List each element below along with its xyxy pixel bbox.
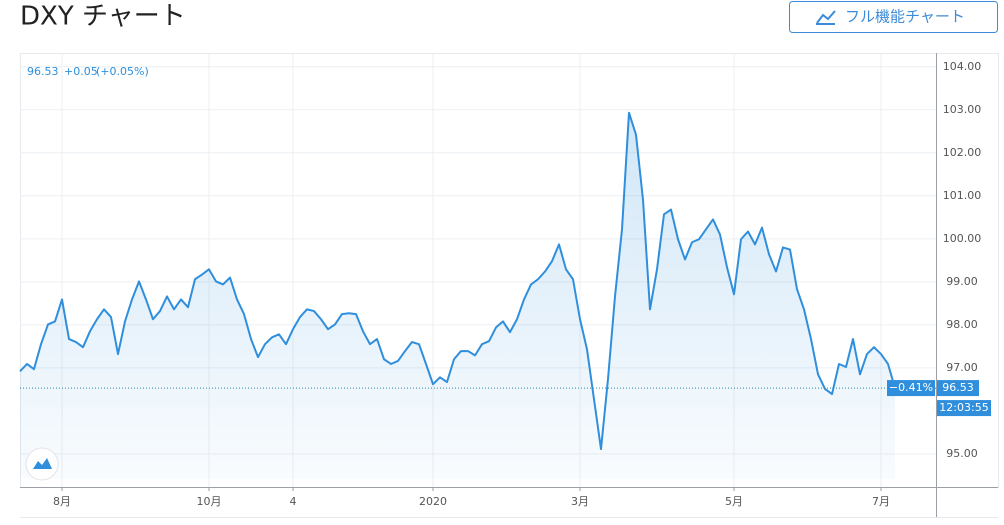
period-change: −0.41% xyxy=(889,381,933,394)
plot: 95.00 97.00 98.00 99.00 100.00 101.00 102.00 10… xyxy=(19,53,991,508)
price-line xyxy=(19,111,896,451)
price-badge xyxy=(937,380,979,397)
x-tick-label: 7月 xyxy=(872,495,890,508)
logo xyxy=(25,447,59,481)
time-badge-label: 12:03:55 xyxy=(939,401,988,414)
full-chart-button[interactable]: フル機能チャート xyxy=(789,1,998,33)
y-tick-label: 104.00 xyxy=(943,60,982,73)
y-tick-label: 98.00 xyxy=(946,318,978,331)
time-badge xyxy=(937,400,991,417)
y-tick-label: 97.00 xyxy=(946,361,978,374)
y-tick-label: 101.00 xyxy=(943,189,982,202)
area-fill xyxy=(20,112,895,480)
button-frame[interactable] xyxy=(789,1,998,33)
y-tick-label: 100.00 xyxy=(943,232,982,245)
y-tick-label: 102.00 xyxy=(943,146,982,159)
header-quote: 96.53 +0.05 (+0.05%) xyxy=(27,65,149,78)
header-price: 96.53 xyxy=(27,65,59,78)
price-badge-label: 96.53 xyxy=(942,381,974,394)
logo-mark xyxy=(33,458,52,469)
page-title: DXY チャート xyxy=(20,2,186,32)
logo-circle xyxy=(25,447,59,481)
x-tick-label: 10月 xyxy=(197,495,222,508)
x-tick-label: 5月 xyxy=(725,495,743,508)
x-tick-label: 4 xyxy=(290,495,297,508)
y-tick-label: 95.00 xyxy=(946,447,978,460)
x-tick-label: 8月 xyxy=(53,495,71,508)
change-badge xyxy=(887,380,935,397)
button-label[interactable]: フル機能チャート xyxy=(845,8,965,26)
button-icon xyxy=(816,10,836,24)
header-change-pct: (+0.05%) xyxy=(96,65,149,78)
header-change: +0.05 xyxy=(64,65,98,78)
x-tick-label: 2020 xyxy=(419,495,447,508)
y-tick-label: 99.00 xyxy=(946,275,978,288)
x-tick-label: 3月 xyxy=(571,495,589,508)
y-tick-label: 103.00 xyxy=(943,103,982,116)
